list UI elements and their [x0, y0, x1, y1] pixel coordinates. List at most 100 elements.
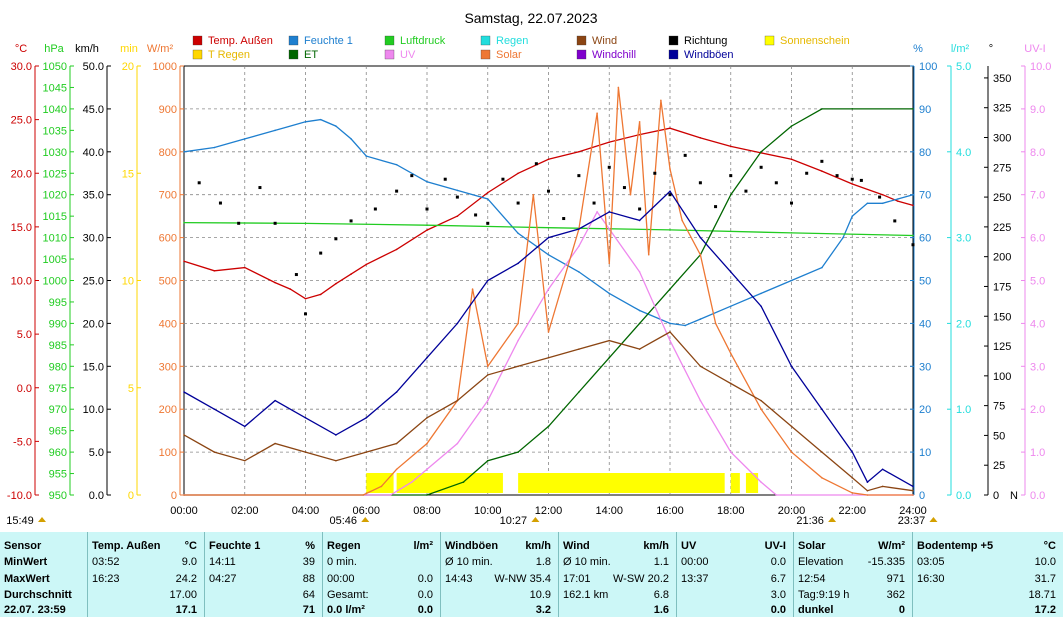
left-axis-tick-label: 980	[49, 361, 67, 373]
series-windb-en-point	[274, 399, 276, 402]
direction-point	[592, 201, 596, 205]
series-solar-point	[532, 193, 535, 196]
x-tick-label: 24:00	[899, 505, 927, 517]
right-axis-unit: l/m²	[951, 43, 970, 55]
direction-point	[562, 217, 566, 221]
right-axis-tick-label: 50	[919, 276, 931, 288]
right-axis-tick-label: 0.0	[1030, 490, 1045, 502]
series-uv-line	[184, 210, 913, 496]
right-axis-tick-label: 90	[919, 104, 931, 116]
table-section-unit: UV-I	[764, 540, 786, 552]
direction-point	[653, 171, 657, 175]
series-et-point	[912, 108, 914, 110]
series-solar-point	[790, 451, 793, 453]
legend-swatch	[576, 35, 587, 46]
table-cell-label: 03:05	[917, 556, 945, 568]
direction-point	[304, 312, 307, 316]
table-cell-label: 03:52	[92, 556, 120, 568]
table-cell-label: 00:00	[327, 573, 355, 585]
series-temp-au-en-point	[790, 158, 793, 161]
left-axis-tick-label: 20.0	[83, 318, 104, 330]
series-et-point	[760, 151, 762, 153]
right-axis-tick-label: 70	[919, 190, 931, 202]
left-axis-tick-label: 1030	[43, 147, 67, 159]
series-feuchte-1-point	[897, 198, 899, 200]
series-solar-point	[660, 99, 662, 102]
series-temp-au-en-point	[335, 282, 337, 285]
left-axis-tick-label: 35.0	[83, 190, 104, 202]
chart-title: Samstag, 22.07.2023	[464, 10, 597, 26]
series-et-point	[851, 108, 854, 110]
series-temp-au-en-point	[243, 266, 246, 269]
right-axis-tick-label: 5.0	[956, 61, 971, 73]
left-axis-tick-label: 990	[49, 318, 67, 330]
series-windb-en-point	[851, 451, 854, 453]
table-section-unit: W/m²	[878, 540, 905, 552]
series-wind-point	[729, 382, 732, 385]
series-temp-au-en-point	[699, 137, 702, 139]
series-feuchte-1-point	[760, 292, 762, 295]
left-axis-tick-label: 10.0	[11, 276, 32, 288]
table-cell-value: 17.1	[175, 604, 197, 616]
series-wind-point	[213, 451, 216, 453]
series-feuchte-1-point	[350, 138, 352, 140]
series-temp-au-en-point	[486, 191, 489, 194]
sunshine-bar	[745, 473, 759, 493]
table-cell-label: 162.1 km	[563, 589, 609, 601]
legend-swatch	[576, 49, 587, 60]
direction-point	[790, 201, 793, 205]
series-temp-au-en-point	[213, 270, 216, 272]
series-solar-line	[184, 87, 913, 496]
left-axis-tick-label: 50.0	[83, 61, 104, 73]
direction-point	[714, 205, 718, 209]
series-temp-au-en-point	[365, 263, 368, 266]
series-windb-en-point	[699, 236, 702, 239]
legend-swatch	[764, 35, 775, 46]
table-cell-label: 00:00	[681, 556, 709, 568]
series-et-point	[426, 494, 428, 496]
direction-point	[547, 189, 550, 193]
legend-label: Luftdruck	[400, 35, 446, 47]
legend-label: Windchill	[592, 49, 636, 61]
series-wind-point	[243, 459, 246, 462]
series-uv-point	[596, 211, 598, 213]
series-wind-point	[183, 434, 185, 436]
x-tick-label: 10:00	[474, 505, 502, 517]
left-axis-tick-label: 0	[171, 490, 177, 502]
table-section-unit: l/m²	[413, 540, 433, 552]
series-temp-au-en-point	[517, 172, 519, 175]
sunshine-bar	[518, 473, 725, 493]
series-wind-point	[912, 489, 914, 492]
left-axis-tick-label: 20.0	[11, 168, 32, 180]
table-cell-label: 16:30	[917, 573, 945, 585]
right-axis-tick-label: 100	[919, 61, 937, 73]
table-section: Wind km/h Ø 10 min. 1.1 17:01 W-SW 20.2 162.1 …	[558, 532, 677, 617]
series-luftdruck-point	[426, 224, 428, 226]
series-wind-line	[183, 331, 914, 492]
left-axis-tick-label: 600	[159, 233, 177, 245]
direction-point	[334, 237, 338, 241]
legend-label: Feuchte 1	[304, 35, 353, 47]
left-axis-tick-label: 15	[122, 168, 134, 180]
left-axis-tick-label: 300	[159, 361, 177, 373]
series-feuchte-1-point	[304, 120, 307, 123]
legend-swatch	[192, 35, 203, 46]
series-windb-en-point	[183, 391, 185, 393]
series-wind-point	[866, 489, 869, 492]
series-windb-en-point	[760, 305, 762, 308]
direction-point	[835, 174, 839, 178]
series-solar-point	[608, 262, 611, 265]
direction-point	[349, 219, 353, 223]
plot-area	[183, 86, 915, 496]
series-temp-au-en-point	[456, 215, 459, 217]
table-cell-value: W-SW 20.2	[612, 573, 669, 585]
right-axis-tick-label: 1.0	[956, 404, 971, 416]
series-wind-point	[638, 348, 641, 350]
series-windb-en-point	[547, 236, 550, 239]
series-windb-en-point	[304, 416, 307, 419]
direction-point	[319, 251, 323, 255]
series-et-point	[578, 391, 580, 393]
series-solar-point	[699, 253, 702, 256]
series-uv-point	[578, 245, 580, 247]
direction-point	[744, 189, 748, 193]
